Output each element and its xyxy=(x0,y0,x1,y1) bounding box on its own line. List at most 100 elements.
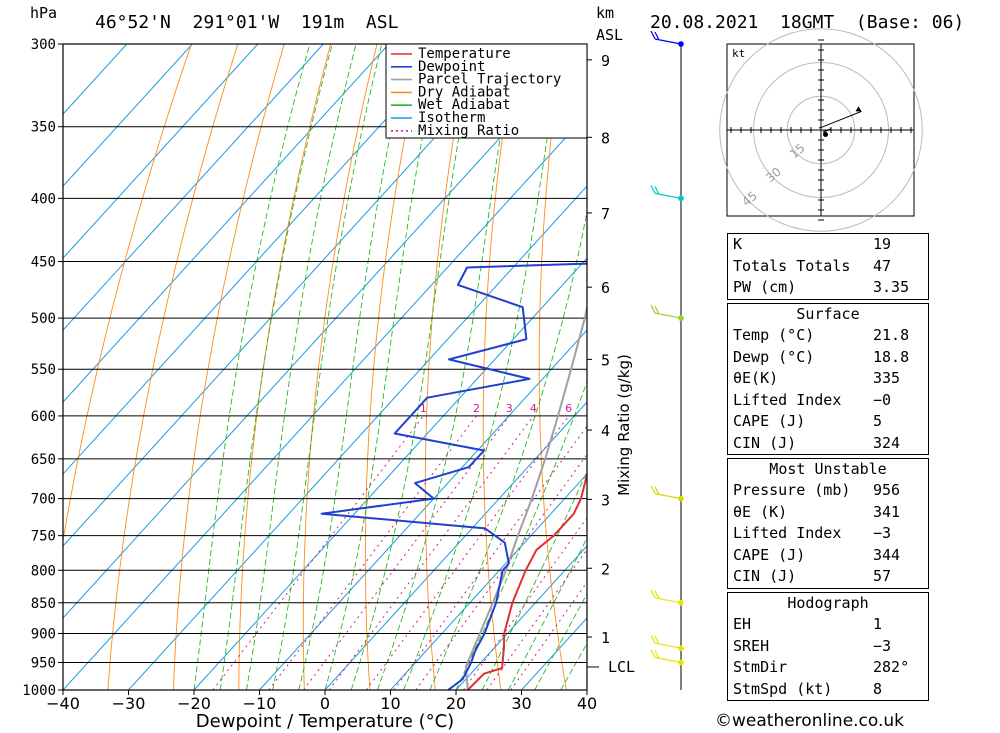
hodograph_table-row: EH 1 xyxy=(728,614,928,636)
wind-barb xyxy=(650,649,682,664)
hodograph_table-key: SREH xyxy=(733,636,770,655)
surface-key: Lifted Index xyxy=(733,390,842,409)
isotherm-line xyxy=(193,257,587,690)
mixing-ratio-line xyxy=(510,581,587,690)
wind-barb xyxy=(650,304,682,319)
wet-adiabat-line xyxy=(455,380,587,690)
pressure-tick-label: 300 xyxy=(31,37,56,53)
legend-box xyxy=(385,43,588,139)
hodograph_table-row: SREH −3 xyxy=(728,636,928,658)
pressure-tick-label: 900 xyxy=(31,626,56,642)
dry-adiabat-line xyxy=(934,44,1000,690)
temp-tick-label: 20 xyxy=(446,694,466,713)
wind-barb xyxy=(650,485,682,500)
mixing-ratio-label: 4 xyxy=(530,402,537,415)
surface-value: 335 xyxy=(873,369,901,387)
legend-label: Dewpoint xyxy=(418,59,485,75)
surface-key: Dewp (°C) xyxy=(733,347,815,366)
isotherm-line xyxy=(128,185,587,690)
legend-label: Parcel Trajectory xyxy=(418,72,561,88)
mixing-ratio-label: 1 xyxy=(420,402,427,415)
surface-row: Dewp (°C) 18.8 xyxy=(728,347,928,369)
indices-row: K 19 xyxy=(728,234,928,256)
legend-label: Dry Adiabat xyxy=(418,84,511,100)
mixing-ratio-line xyxy=(415,453,587,690)
most_unstable-key: CAPE (J) xyxy=(733,545,806,564)
temp-tick-label: −10 xyxy=(243,694,277,713)
hodograph-trace xyxy=(818,110,862,129)
wet-adiabat-line xyxy=(508,537,587,690)
mixing-ratio-label: 2 xyxy=(473,402,480,415)
isotherm-line xyxy=(63,44,521,547)
wet-adiabat-line xyxy=(481,470,587,690)
isotherm-line xyxy=(324,401,587,690)
indices-key: Totals Totals xyxy=(733,256,851,275)
most-unstable-title: Most Unstable xyxy=(769,460,887,478)
km-tick-label: 7 xyxy=(601,205,610,223)
hodograph_table-value: 8 xyxy=(873,679,883,698)
temp-tick-label: 40 xyxy=(577,694,597,713)
indices-value: 3.35 xyxy=(873,278,910,296)
mixing-ratio-label: 20 xyxy=(675,402,689,415)
mixing-ratio-label: 8 xyxy=(591,402,598,415)
legend-label: Temperature xyxy=(418,46,511,62)
indices-value: 47 xyxy=(873,256,892,275)
wet-adiabat-line xyxy=(193,44,311,690)
dry-adiabat-line xyxy=(646,44,698,690)
most-unstable-table: Most Unstable Pressure (mb) 956 θE (K) 341 L… xyxy=(727,458,929,589)
most_unstable-key: Pressure (mb) xyxy=(733,481,851,499)
km-tick-label: 2 xyxy=(601,560,610,578)
temp-tick-label: 0 xyxy=(320,694,330,713)
dry-adiabat-line xyxy=(172,44,285,690)
hodograph-table-title: Hodograph xyxy=(787,594,869,612)
mixing-ratio-line xyxy=(486,548,587,690)
most_unstable-key: θE (K) xyxy=(733,502,788,521)
pressure-tick-label: 350 xyxy=(31,120,56,136)
pressure-tick-label: 950 xyxy=(31,655,56,671)
surface-row: CIN (J) 324 xyxy=(728,433,928,455)
km-tick-label: 6 xyxy=(601,279,610,297)
isotherm-line xyxy=(63,44,259,259)
km-tick-label: 4 xyxy=(601,422,610,440)
km-tick-label: 3 xyxy=(601,491,610,509)
pressure-tick-label: 850 xyxy=(31,596,56,612)
dry-adiabat-line xyxy=(364,44,424,690)
wet-adiabat-line xyxy=(219,44,333,690)
temp-tick-label: −40 xyxy=(46,694,80,713)
wind-barb-dot xyxy=(678,495,684,502)
km-tick-label: 5 xyxy=(601,351,610,369)
most_unstable-value: 341 xyxy=(873,502,901,521)
surface-value: 5 xyxy=(873,412,883,430)
hodograph_table-value: 282° xyxy=(873,658,910,676)
mixing-ratio-axis-title: Mixing Ratio (g/kg) xyxy=(615,354,633,496)
hodograph_table-row: StmDir 282° xyxy=(728,657,928,679)
surface-row: Lifted Index −0 xyxy=(728,390,928,412)
most_unstable-value: −3 xyxy=(873,524,892,542)
pressure-tick-label: 550 xyxy=(31,362,56,378)
surface-row: θE(K) 335 xyxy=(728,368,928,390)
indices-row: Totals Totals 47 xyxy=(728,256,928,278)
indices-table: K 19 Totals Totals 47 PW (cm) 3.35 xyxy=(727,233,929,300)
pressure-tick-label: 400 xyxy=(31,191,56,207)
hodograph_table-row: StmSpd (kt) 8 xyxy=(728,679,928,701)
mixing-ratio-line xyxy=(463,516,587,690)
hodograph-table: Hodograph EH 1 SREH −3 StmDir 282° StmSpd (kt)… xyxy=(727,592,929,701)
most_unstable-row: CAPE (J) 344 xyxy=(728,545,928,567)
storm-motion-marker xyxy=(823,132,828,137)
pressure-tick-label: 1000 xyxy=(22,683,56,699)
surface-row: CAPE (J) 5 xyxy=(728,411,928,433)
wind-barb xyxy=(650,185,682,199)
isotherm-line xyxy=(63,44,193,187)
wet-adiabat-line xyxy=(272,44,383,690)
location-title: 46°52'N 291°01'W 191m ASL xyxy=(95,12,399,33)
indices-key: PW (cm) xyxy=(733,278,797,296)
isotherm-line xyxy=(63,44,390,403)
wind-barb xyxy=(650,634,682,649)
pressure-tick-label: 450 xyxy=(31,255,56,271)
pressure-tick-label: 800 xyxy=(31,563,56,579)
credit-link[interactable]: ©weatheronline.co.uk xyxy=(715,711,905,731)
pressure-tick-label: 750 xyxy=(31,529,56,545)
isotherm-line xyxy=(259,329,587,690)
plot-profiles: 1 2 3 4 6 8 10 16 20 25 xyxy=(320,262,689,690)
